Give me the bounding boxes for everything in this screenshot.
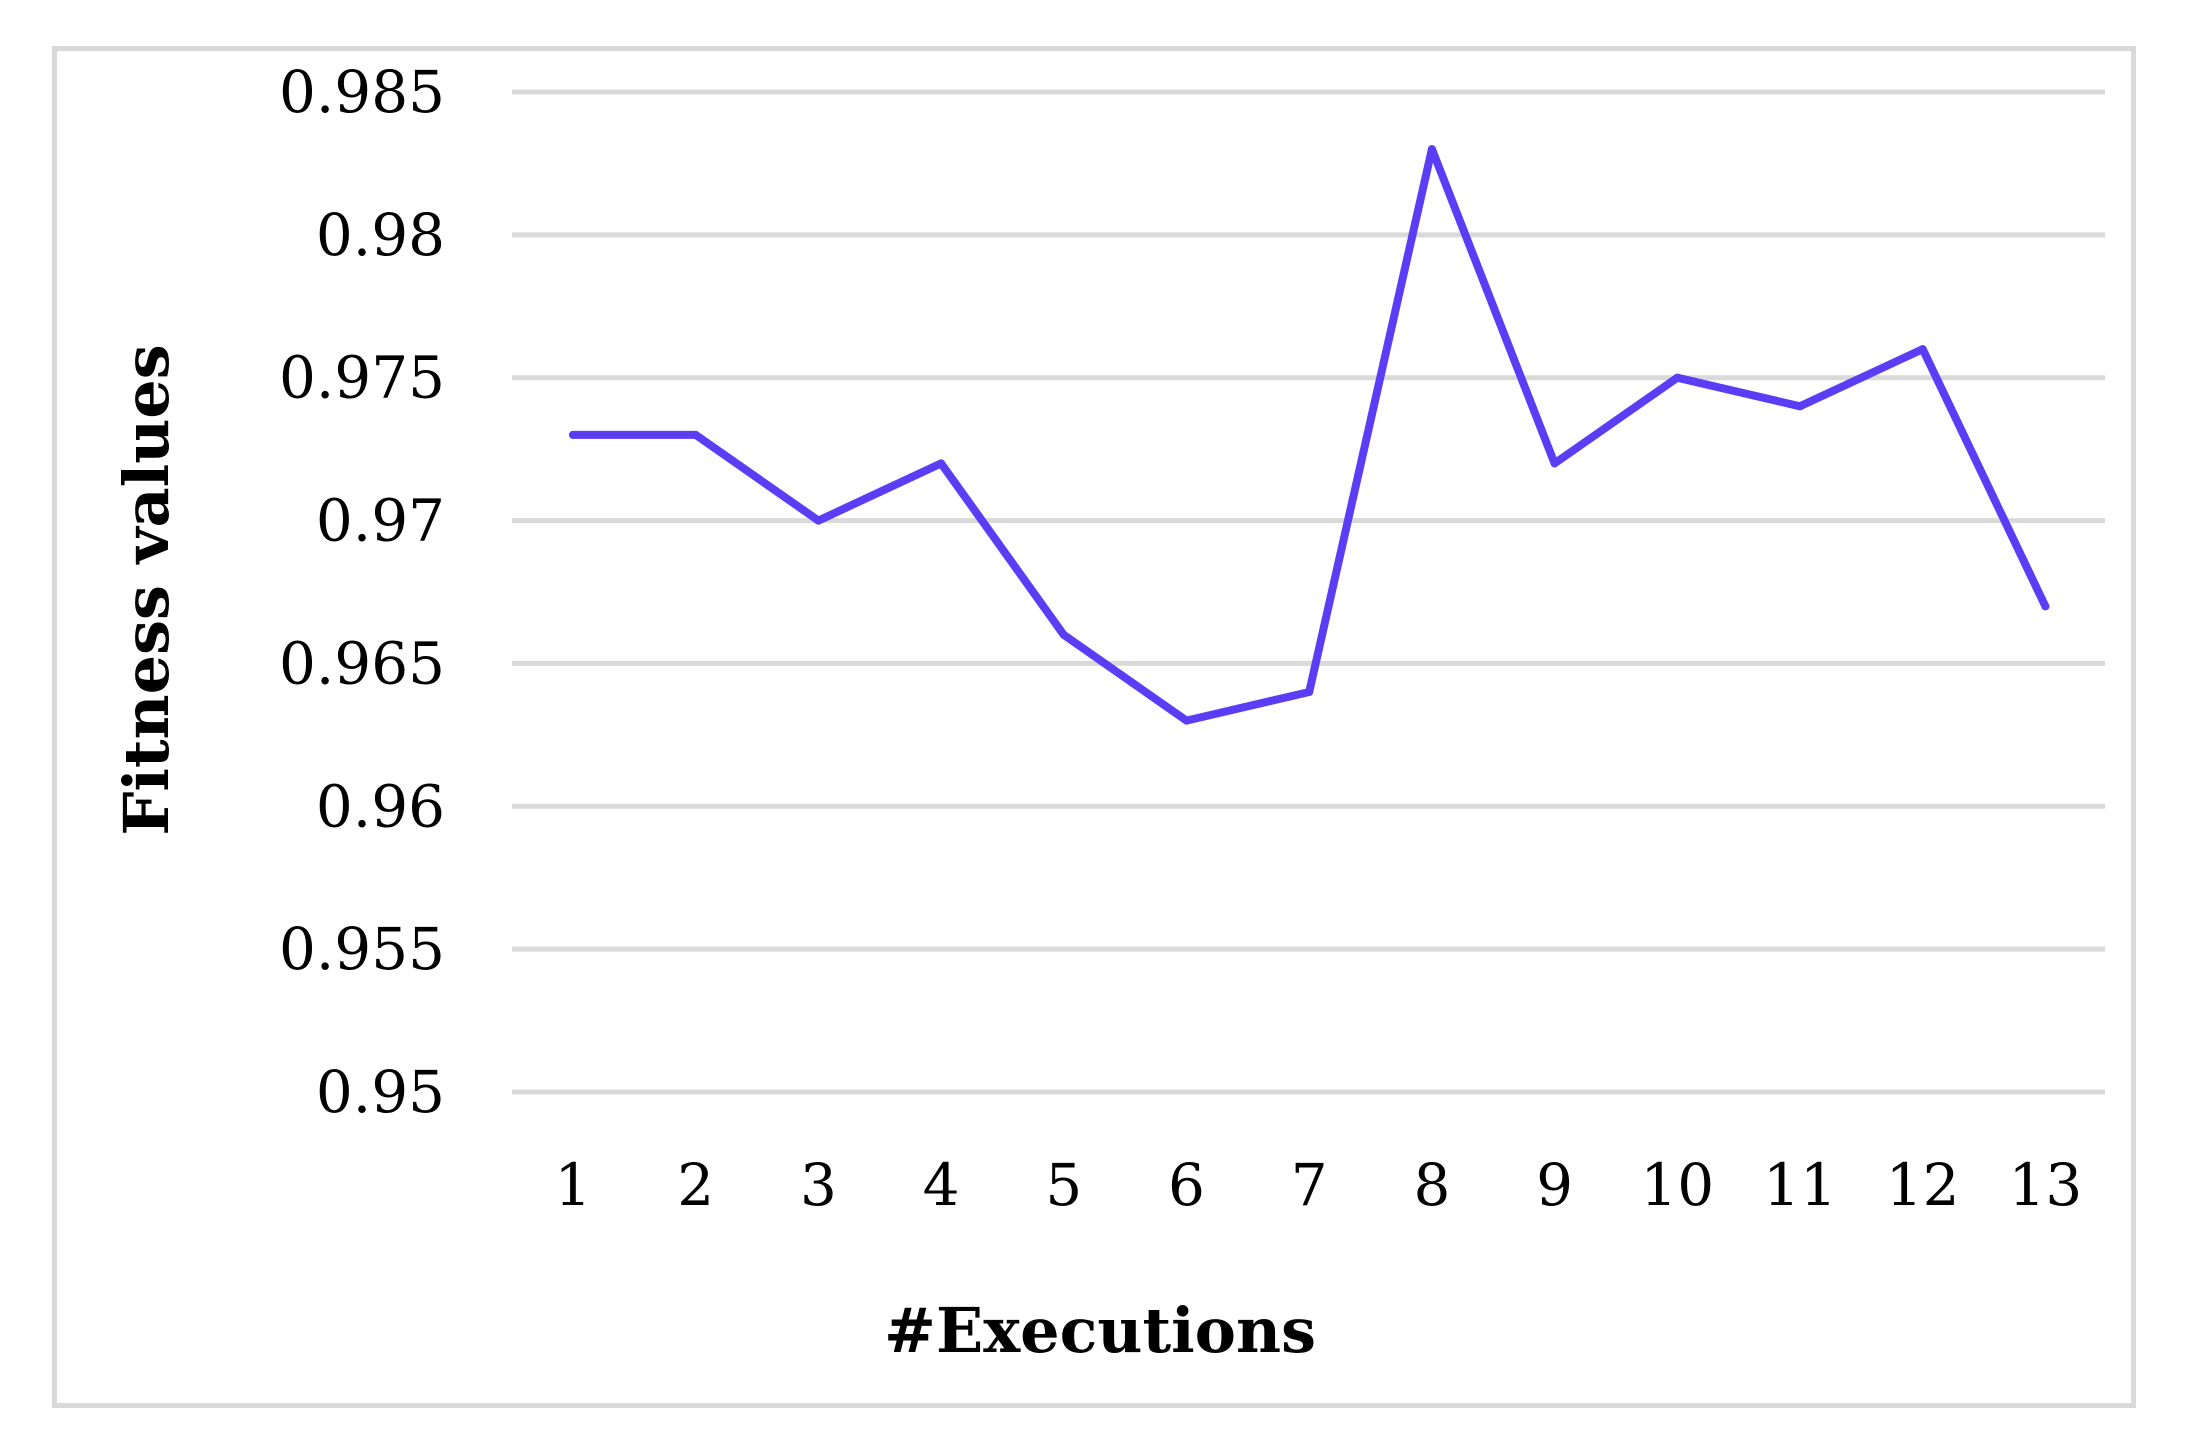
x-tick-label: 9 xyxy=(1536,1151,1573,1219)
data-point xyxy=(1305,688,1314,696)
data-point xyxy=(1796,402,1804,411)
y-tick-label: 0.955 xyxy=(279,915,445,983)
y-tick-label: 0.975 xyxy=(279,344,445,412)
x-tick-label: 13 xyxy=(2008,1151,2082,1219)
gridlines xyxy=(512,89,2105,1095)
y-tick-label: 0.98 xyxy=(316,201,445,269)
y-tick-label: 0.96 xyxy=(316,772,445,840)
chart-frame xyxy=(52,46,2136,1408)
x-tick-label: 7 xyxy=(1291,1151,1328,1219)
data-point xyxy=(691,430,700,439)
data-point xyxy=(937,459,946,468)
y-tick-label: 0.95 xyxy=(316,1058,445,1126)
y-tick-label: 0.965 xyxy=(279,629,445,697)
y-axis-ticks: 0.95 0.955 0.96 0.965 0.97 0.975 0.98 0.985 xyxy=(279,58,445,1126)
x-tick-label: 4 xyxy=(923,1151,960,1219)
data-point xyxy=(814,516,823,525)
x-tick-label: 10 xyxy=(1640,1151,1714,1219)
x-tick-label: 5 xyxy=(1045,1151,1082,1219)
data-point xyxy=(1918,345,1927,354)
x-tick-label: 11 xyxy=(1763,1151,1837,1219)
y-tick-label: 0.985 xyxy=(279,58,445,126)
data-point xyxy=(569,430,577,439)
data-point xyxy=(1182,716,1191,725)
data-point xyxy=(1673,373,1682,382)
series-layer xyxy=(569,145,2050,725)
data-point xyxy=(1550,459,1559,468)
x-tick-label: 12 xyxy=(1886,1151,1960,1219)
x-tick-label: 6 xyxy=(1168,1151,1205,1219)
x-tick-label: 2 xyxy=(677,1151,714,1219)
y-axis-title: Fitness values xyxy=(110,344,183,835)
x-tick-label: 3 xyxy=(800,1151,837,1219)
x-tick-label: 1 xyxy=(555,1151,592,1219)
data-point xyxy=(2041,602,2050,611)
x-axis-title: #Executions xyxy=(884,1294,1316,1367)
data-point xyxy=(1427,145,1436,154)
x-axis-ticks: 1 2 3 4 5 6 7 8 9 10 11 12 13 xyxy=(555,1151,2083,1219)
y-tick-label: 0.97 xyxy=(316,487,445,555)
x-tick-label: 8 xyxy=(1413,1151,1450,1219)
data-point xyxy=(1059,630,1068,639)
